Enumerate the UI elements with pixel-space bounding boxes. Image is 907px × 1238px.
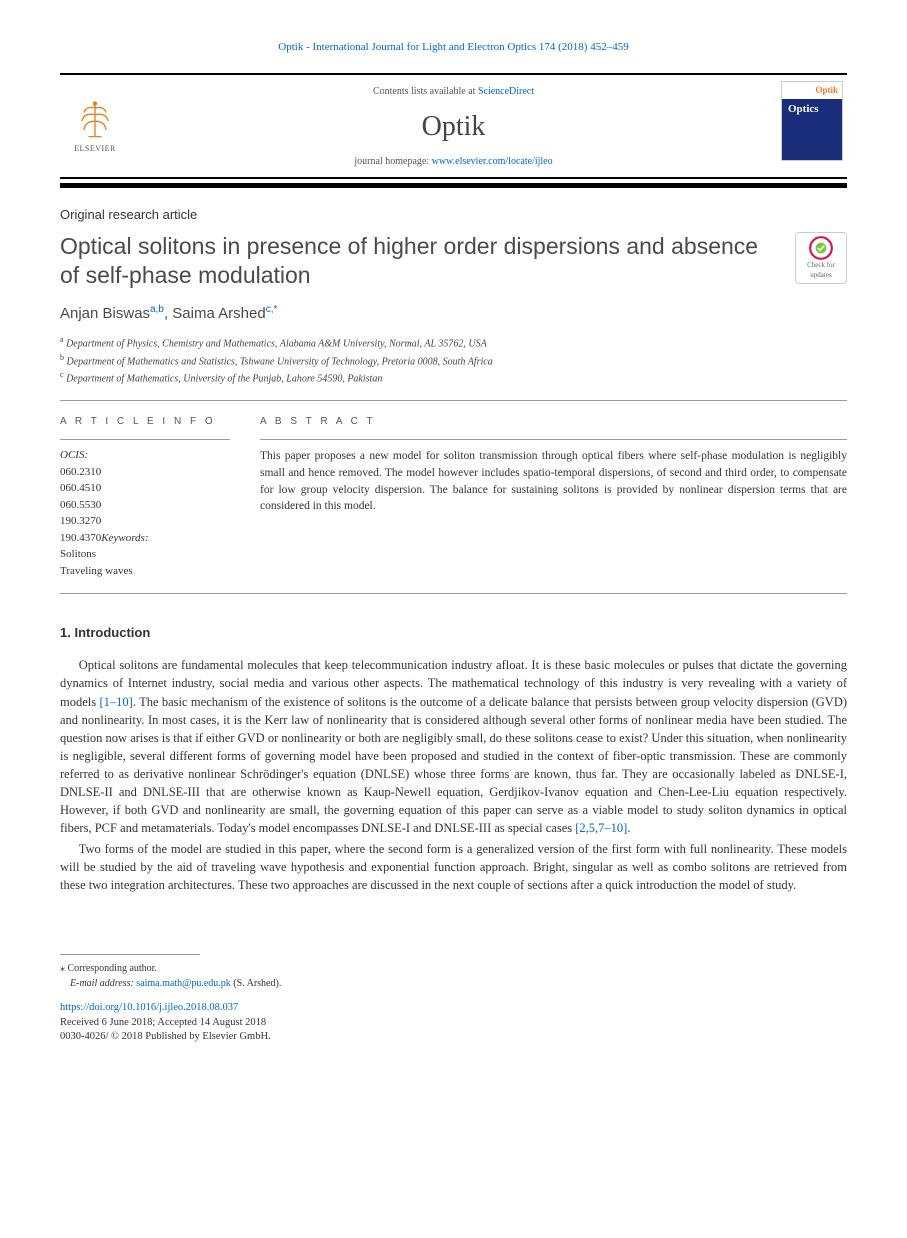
affil-c: Department of Mathematics, University of… [66, 373, 382, 384]
divider [60, 593, 847, 594]
doi-block: https://doi.org/10.1016/j.ijleo.2018.08.… [60, 1001, 847, 1045]
contents-available: Contents lists available at ScienceDirec… [130, 85, 777, 99]
journal-homepage: journal homepage: www.elsevier.com/locat… [130, 155, 777, 169]
received-accepted: Received 6 June 2018; Accepted 14 August… [60, 1017, 266, 1028]
ocis-codes: 060.2310 060.4510 060.5530 190.3270 190.… [60, 464, 230, 547]
keyword-1: Traveling waves [60, 563, 230, 580]
corresponding-mark: * [273, 304, 277, 315]
article-type: Original research article [60, 206, 847, 224]
author-1-affil: a,b [150, 304, 164, 315]
article-info-label: A R T I C L E I N F O [60, 415, 230, 429]
publisher-name: ELSEVIER [74, 143, 116, 154]
sciencedirect-link[interactable]: ScienceDirect [478, 86, 534, 97]
homepage-prefix: journal homepage: [354, 156, 431, 167]
affiliations: a Department of Physics, Chemistry and M… [60, 334, 847, 386]
ocis-2: 060.5530 [60, 497, 230, 514]
ocis-label: OCIS: [60, 448, 230, 463]
header-divider [60, 183, 847, 188]
p1-text-c: . [627, 821, 630, 835]
homepage-link[interactable]: www.elsevier.com/locate/ijleo [432, 156, 553, 167]
affil-b: Department of Mathematics and Statistics… [67, 356, 493, 367]
keyword-0: Solitons [60, 546, 230, 563]
body-text: Optical solitons are fundamental molecul… [60, 656, 847, 894]
footnotes: ⁎ Corresponding author. E-mail address: … [60, 961, 847, 991]
issn-copyright: 0030-4026/ © 2018 Published by Elsevier … [60, 1031, 271, 1042]
abstract-column: A B S T R A C T This paper proposes a ne… [260, 415, 847, 579]
paragraph-1: Optical solitons are fundamental molecul… [60, 656, 847, 837]
journal-cover-thumbnail [781, 81, 843, 161]
section-1-heading: 1. Introduction [60, 624, 847, 642]
abstract-label: A B S T R A C T [260, 415, 847, 429]
journal-header: ELSEVIER Contents lists available at Sci… [60, 73, 847, 178]
ref-link-1[interactable]: [1–10] [99, 695, 132, 709]
abstract-text: This paper proposes a new model for soli… [260, 448, 847, 515]
publisher-logo: ELSEVIER [60, 75, 130, 176]
doi-link[interactable]: https://doi.org/10.1016/j.ijleo.2018.08.… [60, 1002, 238, 1013]
author-2: Saima Arshed [172, 305, 265, 322]
email-suffix: (S. Arshed). [231, 978, 282, 989]
paragraph-2: Two forms of the model are studied in th… [60, 840, 847, 894]
check-updates-badge[interactable]: Check for updates [795, 232, 847, 284]
footnote-separator [60, 954, 200, 955]
article-title: Optical solitons in presence of higher o… [60, 232, 775, 290]
ocis-3: 190.3270 [60, 513, 230, 530]
corresponding-author-note: ⁎ Corresponding author. [60, 961, 847, 976]
article-info-column: A R T I C L E I N F O OCIS: 060.2310 060… [60, 415, 230, 579]
keywords: Solitons Traveling waves [60, 546, 230, 579]
author-1: Anjan Biswas [60, 305, 150, 322]
ocis-4: 190.4370 [60, 532, 101, 544]
elsevier-tree-icon [73, 97, 117, 141]
contents-prefix: Contents lists available at [373, 86, 478, 97]
keywords-label: Keywords: [101, 532, 148, 544]
check-updates-icon [808, 235, 834, 261]
check-updates-label: Check for updates [796, 261, 846, 281]
email-link[interactable]: saima.math@pu.edu.pk [136, 978, 230, 989]
email-label: E-mail address: [70, 978, 136, 989]
ref-link-2[interactable]: [2,5,7–10] [575, 821, 627, 835]
citation-header: Optik - International Journal for Light … [60, 40, 847, 55]
ocis-0: 060.2310 [60, 464, 230, 481]
ocis-1: 060.4510 [60, 480, 230, 497]
authors-line: Anjan Biswasa,b, Saima Arshedc,* [60, 303, 847, 324]
affil-a: Department of Physics, Chemistry and Mat… [66, 339, 487, 350]
p1-text-b: . The basic mechanism of the existence o… [60, 695, 847, 836]
journal-title: Optik [130, 107, 777, 146]
